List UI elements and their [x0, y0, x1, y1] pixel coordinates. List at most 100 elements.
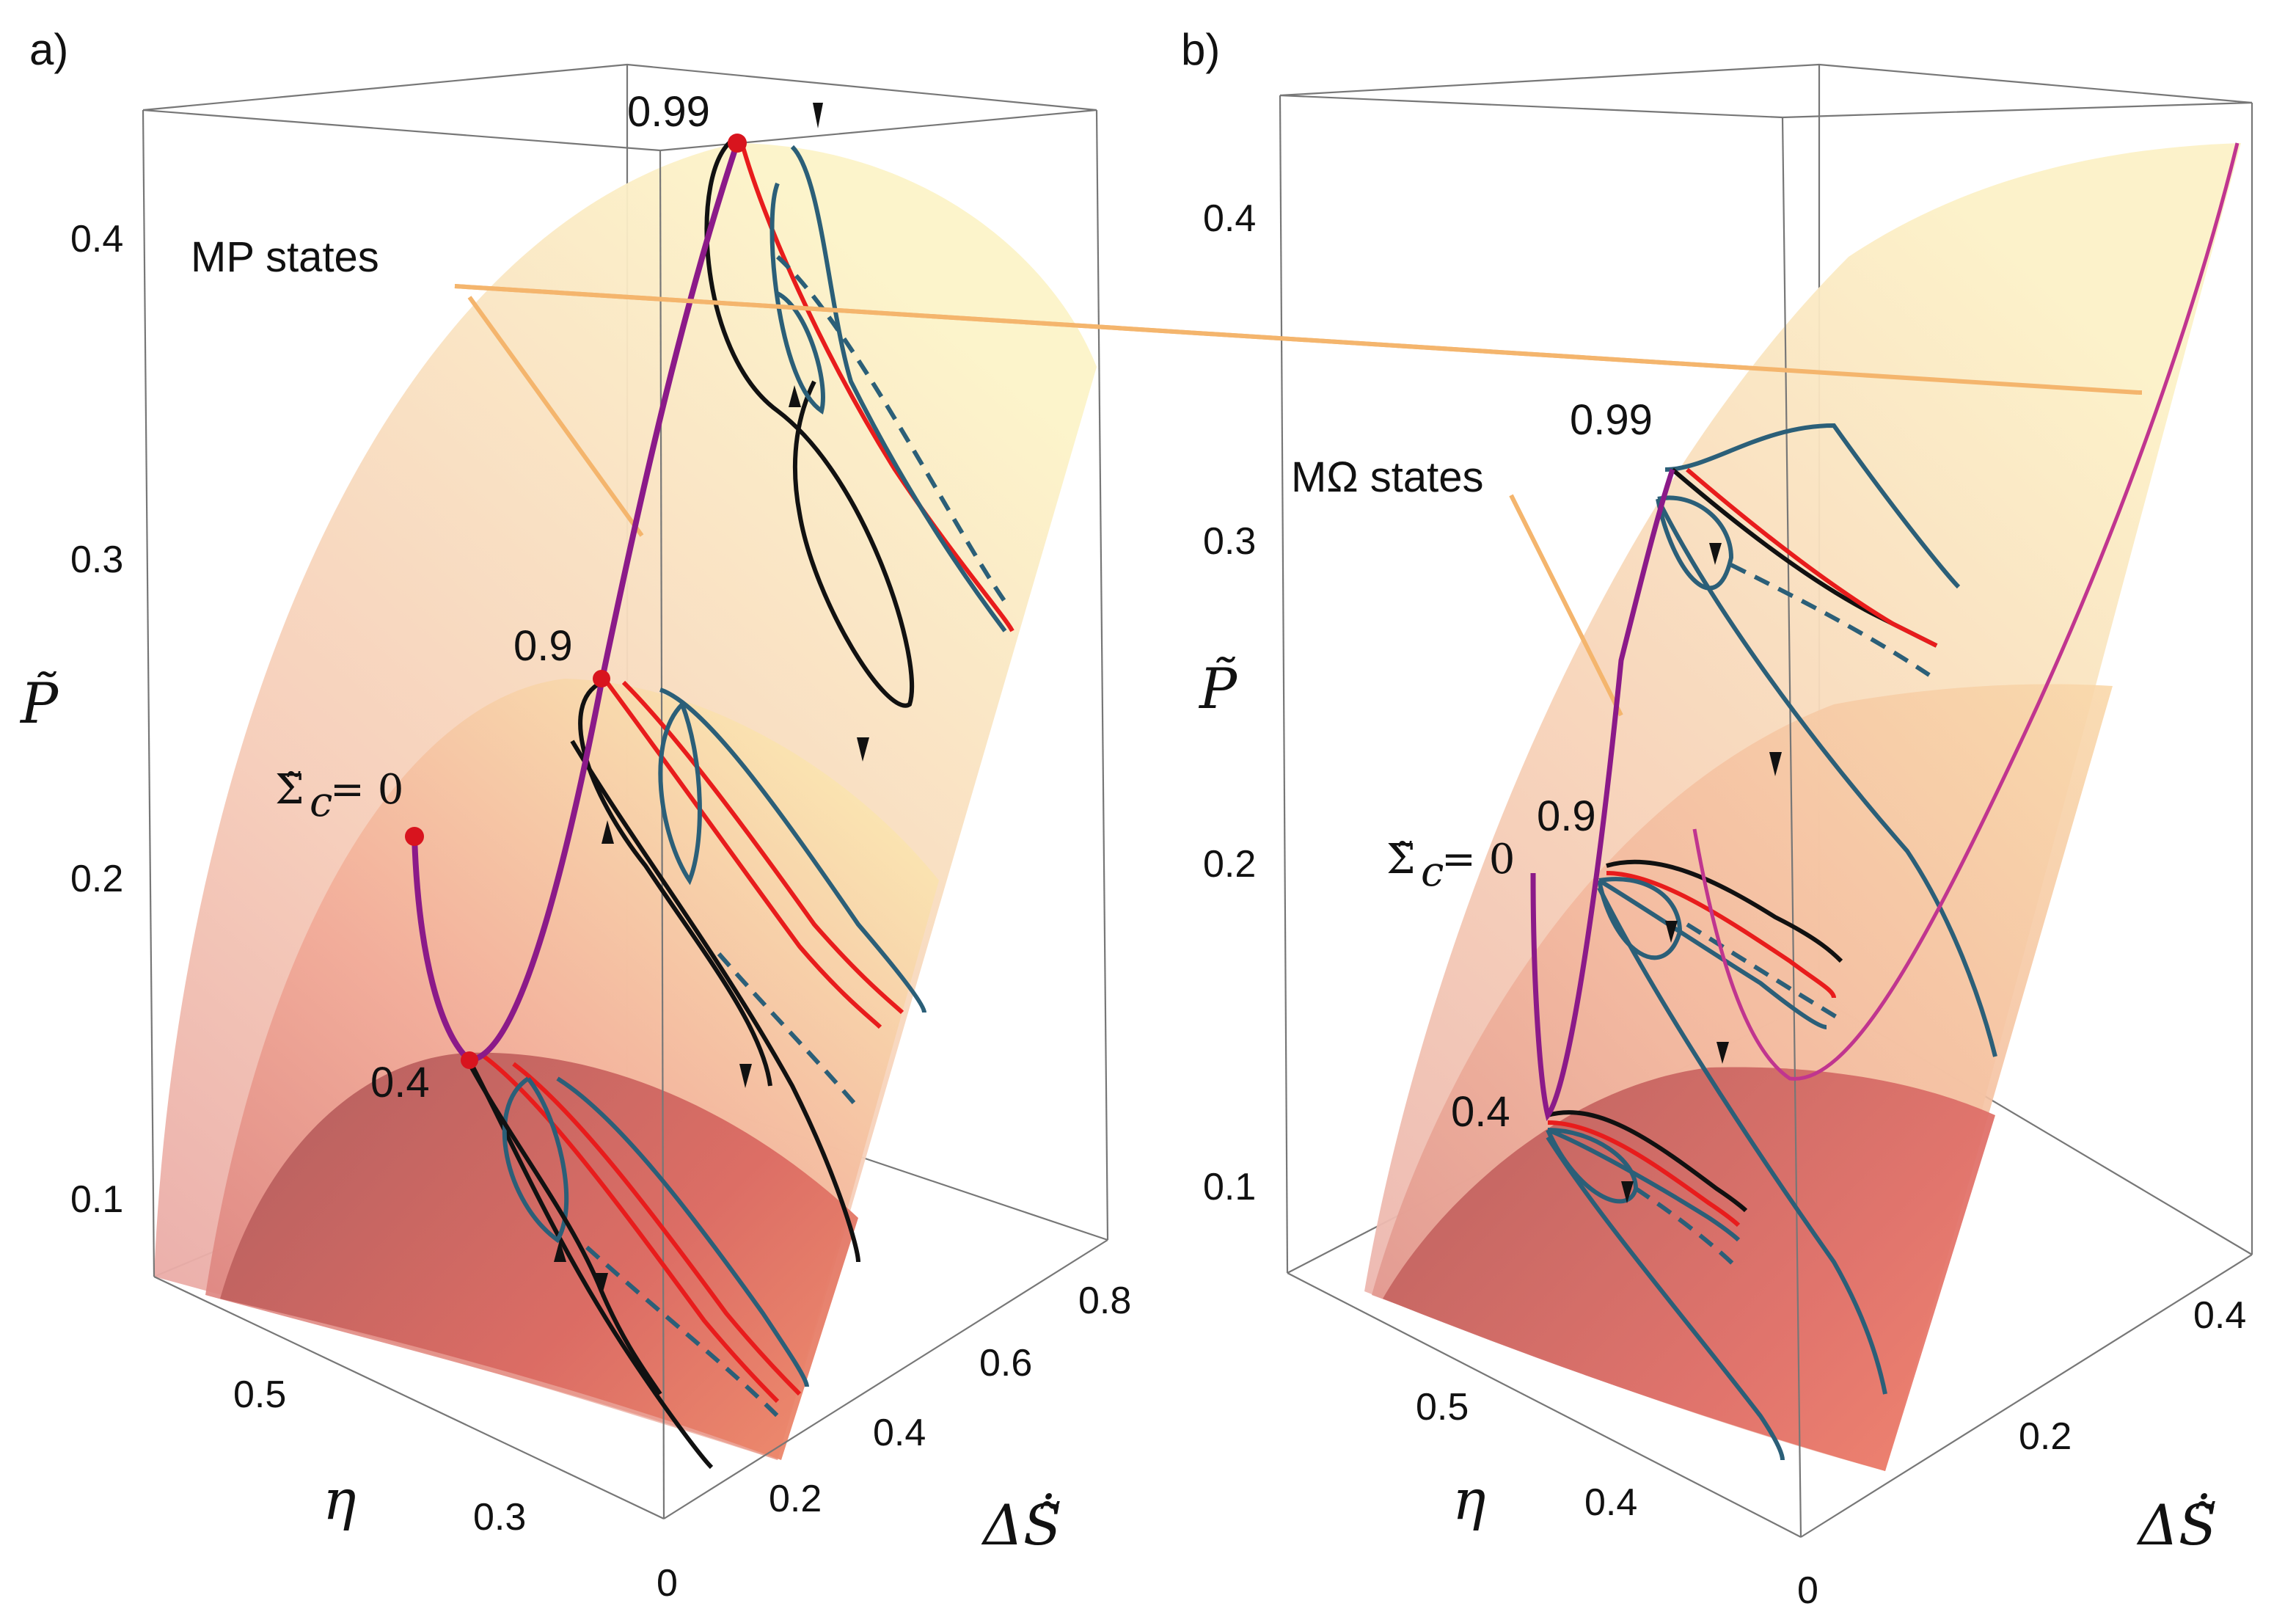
- panel-a-teal-dash-low: [585, 1245, 780, 1418]
- panel-b-stick: 0.4: [2193, 1294, 2246, 1337]
- panel-b-etatick: 0.4: [1584, 1481, 1637, 1524]
- panel-b-eta-ticks: 0.5 0.4: [1416, 1386, 1637, 1524]
- panel-a-red-traj-mid: [599, 674, 882, 1029]
- panel-a-ylabel: η: [323, 1467, 357, 1532]
- panel-b-teal-loop-top: [1656, 495, 1734, 591]
- panel-b-leaders: [1509, 494, 1623, 717]
- panel-b-teal-traj-low: [1546, 1128, 1741, 1242]
- panel-b: b): [1181, 25, 2253, 1612]
- panel-a-stick: 0.2: [769, 1478, 822, 1520]
- panel-a-trajectories: [467, 137, 1014, 1470]
- panel-a-red-traj-low: [483, 1054, 780, 1404]
- svg-text:c: c: [310, 778, 332, 826]
- panel-b-level-09: 0.9: [1537, 792, 1596, 840]
- panel-b-teal-traj-mid: [1598, 878, 1827, 1029]
- panel-b-red-traj-mid: [1606, 871, 1836, 999]
- panel-a-marker-sigma: [405, 827, 424, 846]
- panel-b-sigma-label: Σ̃ c = 0: [1386, 836, 1515, 896]
- arrow-icon: [1716, 1042, 1729, 1064]
- panel-b-ztick: 0.3: [1203, 520, 1256, 563]
- arrow-icon: [554, 1240, 566, 1262]
- panel-a-surface-inner: [220, 1052, 858, 1460]
- panel-b-level-04: 0.4: [1451, 1088, 1510, 1136]
- panel-a-teal-traj-mid: [659, 687, 926, 1013]
- panel-b-trajectories: [1546, 423, 1997, 1461]
- panel-a: a): [19, 25, 2139, 1605]
- arrow-icon: [1621, 1181, 1634, 1203]
- panel-a-teal-traj-low: [556, 1076, 809, 1387]
- panel-b-level-099: 0.99: [1570, 396, 1653, 444]
- panel-a-ztick: 0.3: [70, 539, 123, 581]
- panel-a-mp-locus: [412, 142, 740, 1064]
- panel-b-black-traj-mid: [1606, 859, 1843, 963]
- arrow-icon: [739, 1064, 752, 1088]
- arrow-icon: [789, 385, 801, 407]
- panel-a-level-099: 0.99: [627, 88, 710, 136]
- panel-a-teal-dash-mid: [717, 952, 860, 1109]
- panel-b-entropy-ticks: 0 0.2 0.4: [1797, 1294, 2246, 1612]
- panel-a-xlabel: ΔṠ̃: [981, 1492, 1061, 1558]
- panel-a-black-traj-mid: [578, 680, 772, 1087]
- arrow-icon: [1769, 752, 1782, 776]
- panel-b-label: b): [1181, 25, 1220, 74]
- panel-a-teal-loop-mid: [658, 702, 702, 886]
- panel-b-teal-traj-top: [1664, 423, 1961, 589]
- panel-b-ylabel: η: [1452, 1467, 1486, 1532]
- panel-b-zlabel: P̃: [1198, 655, 1238, 721]
- panel-b-teal-dash-mid: [1686, 922, 1843, 1022]
- arrow-icon: [602, 820, 614, 844]
- svg-text:= 0: = 0: [1441, 836, 1515, 883]
- panel-a-eta-ticks: 0.5 0.3: [233, 1373, 526, 1539]
- panel-a-marker-099: [728, 134, 747, 153]
- panel-b-teal-long-top: [1656, 497, 1997, 1057]
- arrow-icon: [813, 103, 823, 128]
- panel-a-markers: [405, 134, 747, 1069]
- panel-b-etatick: 0.5: [1416, 1386, 1469, 1429]
- panel-a-black-traj-top: [704, 137, 915, 708]
- panel-b-arrows: [1621, 543, 1782, 1203]
- panel-b-ztick: 0.4: [1203, 197, 1256, 240]
- panel-b-teal-long-mid: [1597, 886, 1887, 1395]
- panel-a-stick: 0.4: [873, 1412, 926, 1454]
- panel-b-z-ticks: 0.4 0.3 0.2 0.1: [1203, 197, 1256, 1208]
- arrow-icon: [1665, 921, 1678, 943]
- panel-a-ztick: 0.2: [70, 858, 123, 900]
- panel-a-box-front: [142, 109, 1109, 1519]
- panel-a-level-09: 0.9: [513, 622, 573, 670]
- panel-a-red-traj-top: [739, 139, 1014, 632]
- arrow-icon: [857, 737, 869, 762]
- panel-b-xlabel: ΔṠ̃: [2136, 1492, 2217, 1558]
- panel-a-label: a): [29, 25, 68, 74]
- panel-a-zlabel: P̃: [19, 670, 59, 736]
- panel-a-etatick: 0.3: [473, 1496, 526, 1539]
- panel-a-black-loop-low: [467, 1062, 662, 1395]
- panel-b-box-front: [1279, 94, 2253, 1538]
- panel-a-ztick: 0.1: [70, 1178, 123, 1221]
- panel-a-teal-traj-top-b: [769, 182, 825, 415]
- panel-b-momega-states-label: MΩ states: [1291, 453, 1484, 501]
- panel-a-stick: 0: [657, 1562, 678, 1605]
- panel-b-black-traj-low: [1547, 1110, 1748, 1213]
- panel-b-momega-locus: [1530, 468, 1675, 1122]
- panel-a-teal-traj-top: [790, 145, 1007, 632]
- panel-b-teal-long-low: [1546, 1136, 1785, 1461]
- panel-a-marker-09: [593, 670, 610, 687]
- panel-b-ztick: 0.1: [1203, 1166, 1256, 1208]
- svg-text:Σ̃: Σ̃: [1386, 836, 1416, 883]
- svg-text:c: c: [1421, 848, 1444, 896]
- arrow-icon: [1709, 543, 1722, 565]
- panel-a-red-traj-low-b: [512, 1062, 802, 1396]
- panel-b-magenta-locus: [1692, 142, 2240, 1081]
- panel-a-etatick: 0.5: [233, 1373, 286, 1416]
- panel-b-red-traj-top: [1686, 467, 1938, 648]
- panel-a-marker-04: [461, 1051, 478, 1069]
- panel-b-stick: 0.2: [2019, 1415, 2072, 1458]
- panel-b-teal-dash-low: [1634, 1186, 1741, 1271]
- svg-text:Σ̃: Σ̃: [275, 766, 304, 814]
- panel-a-stick: 0.8: [1078, 1280, 1131, 1322]
- arrow-icon: [596, 1273, 608, 1297]
- panel-a-teal-loop-low: [502, 1076, 569, 1244]
- panel-a-entropy-ticks: 0 0.2 0.4 0.6 0.8: [657, 1280, 1131, 1605]
- panel-a-level-04: 0.4: [370, 1059, 430, 1106]
